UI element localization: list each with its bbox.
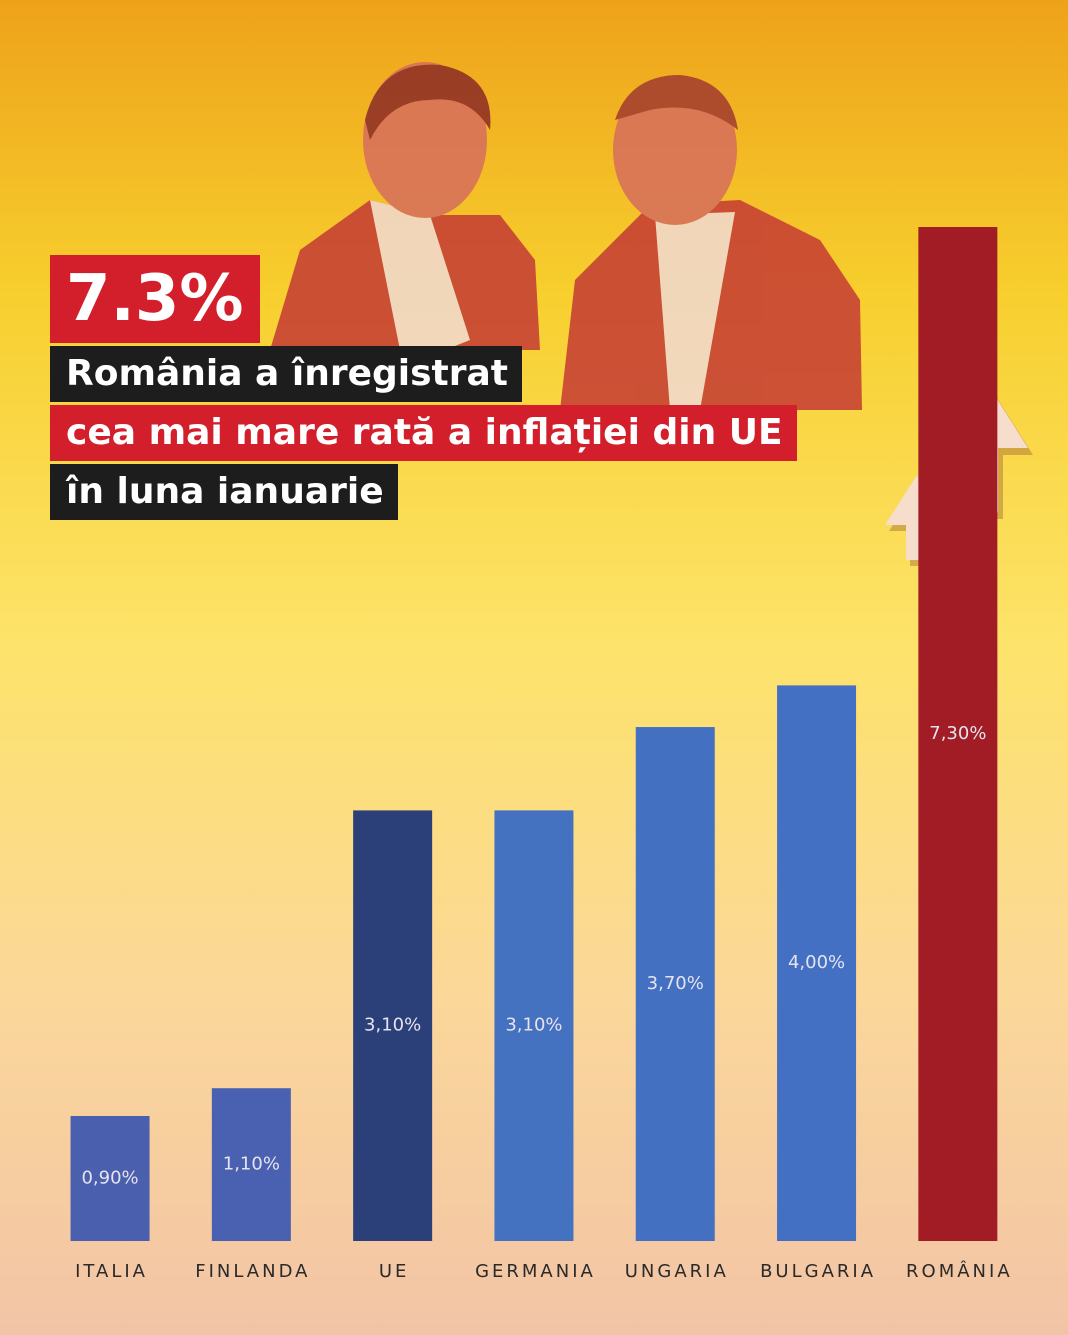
value-label: 7,30% [929,723,986,744]
value-label: 1,10% [223,1154,280,1175]
x-tick-label: GERMANIA [475,1261,596,1282]
x-tick-label: ITALIA [75,1261,148,1282]
headline: 7.3% [50,255,260,343]
bar [494,810,574,1241]
headline-block: 7.3% România a înregistrat cea mai mare … [50,255,797,520]
value-label: 4,00% [788,952,845,973]
title-line: cea mai mare rată a inflației din UE [50,405,797,461]
value-label: 3,70% [647,973,704,994]
x-tick-label: UNGARIA [625,1261,729,1282]
bar [635,727,715,1241]
x-tick-label: ROMÂNIA [906,1260,1013,1282]
x-tick-label: BULGARIA [760,1261,876,1282]
bar [211,1088,291,1241]
bar [777,685,857,1241]
title-line: în luna ianuarie [50,464,398,520]
bar [70,1115,150,1241]
bar [918,227,998,1241]
x-tick-label: UE [379,1261,410,1282]
value-label: 3,10% [364,1015,421,1036]
title-line: România a înregistrat [50,346,523,402]
value-label: 0,90% [81,1167,138,1188]
bar [353,810,433,1241]
value-label: 3,10% [505,1015,562,1036]
x-tick-label: FINLANDA [195,1261,310,1282]
photo [270,62,862,410]
